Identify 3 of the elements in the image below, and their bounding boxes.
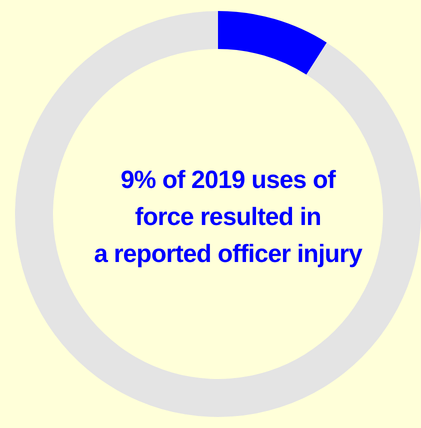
text: 9% of 2019 uses of force resulted in a reported officer injury: [94, 166, 363, 268]
donut-slice: [218, 11, 327, 75]
donut-slice: [15, 11, 421, 417]
